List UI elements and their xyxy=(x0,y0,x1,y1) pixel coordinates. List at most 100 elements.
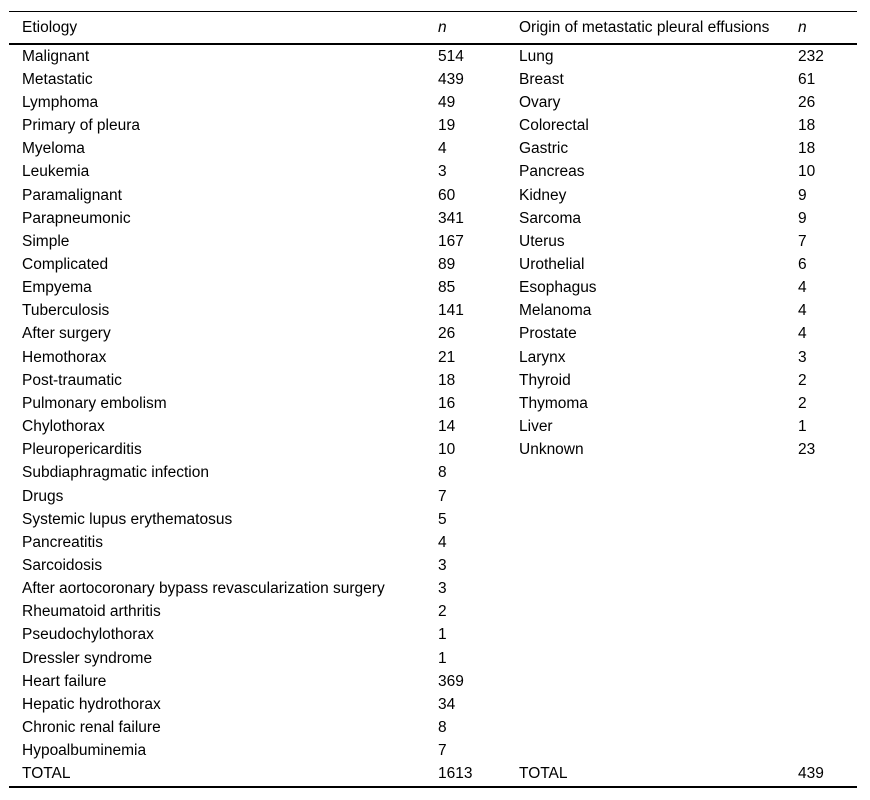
etiology-cell: Sarcoidosis xyxy=(22,557,103,575)
etiology-cell: Systemic lupus erythematosus xyxy=(22,510,233,528)
table-row: Hemothorax 21 Larynx 3 xyxy=(9,346,857,369)
etiology-cell: Chylothorax xyxy=(22,418,105,436)
etiology-cell: Leukemia xyxy=(22,163,90,181)
etiology-cell: Empyema xyxy=(22,279,92,297)
table-row: Lymphoma 49 Ovary 26 xyxy=(9,91,857,114)
origin-count-cell: 18 xyxy=(798,140,816,158)
table-row: Drugs 7 xyxy=(9,485,857,508)
origin-count-cell: 4 xyxy=(798,302,807,320)
table-row: Pancreatitis 4 xyxy=(9,531,857,554)
table-row: Malignant 514 Lung 232 xyxy=(9,45,857,68)
origin-count-cell: 26 xyxy=(798,93,816,111)
origin-cell: Melanoma xyxy=(519,302,592,320)
etiology-cell: Paramalignant xyxy=(22,186,122,204)
origin-count-cell: 2 xyxy=(798,394,807,412)
etiology-cell: After surgery xyxy=(22,325,111,343)
etiology-cell: Heart failure xyxy=(22,672,107,690)
origin-cell: Kidney xyxy=(519,186,567,204)
etiology-count-cell: 3 xyxy=(438,580,447,598)
etiology-cell: Hemothorax xyxy=(22,348,107,366)
origin-count-cell: 439 xyxy=(798,765,824,783)
origin-cell: Ovary xyxy=(519,93,561,111)
header-etiology-count: n xyxy=(438,18,447,36)
etiology-count-cell: 34 xyxy=(438,695,456,713)
table-row: After surgery 26 Prostate 4 xyxy=(9,323,857,346)
etiology-cell: Hepatic hydrothorax xyxy=(22,695,161,713)
etiology-count-cell: 1 xyxy=(438,649,447,667)
table-row: Paramalignant 60 Kidney 9 xyxy=(9,184,857,207)
table-row: TOTAL 1613 TOTAL 439 xyxy=(9,763,857,786)
origin-cell: Gastric xyxy=(519,140,569,158)
origin-cell: Thymoma xyxy=(519,394,588,412)
etiology-count-cell: 26 xyxy=(438,325,456,343)
origin-cell: Larynx xyxy=(519,348,566,366)
header-origin-count: n xyxy=(798,18,807,36)
table-row: Pulmonary embolism 16 Thymoma 2 xyxy=(9,392,857,415)
header-origin: Origin of metastatic pleural effusions xyxy=(519,18,770,36)
table-body: Malignant 514 Lung 232 Metastatic 439 Br… xyxy=(9,45,857,788)
etiology-table: Etiology n Origin of metastatic pleural … xyxy=(9,11,857,788)
table-row: Primary of pleura 19 Colorectal 18 xyxy=(9,114,857,137)
table-row: Chylothorax 14 Liver 1 xyxy=(9,416,857,439)
table-row: Metastatic 439 Breast 61 xyxy=(9,68,857,91)
etiology-count-cell: 7 xyxy=(438,742,447,760)
origin-count-cell: 4 xyxy=(798,325,807,343)
etiology-count-cell: 60 xyxy=(438,186,456,204)
etiology-count-cell: 4 xyxy=(438,140,447,158)
etiology-count-cell: 514 xyxy=(438,47,464,65)
table-row: Heart failure 369 xyxy=(9,670,857,693)
etiology-cell: Pancreatitis xyxy=(22,533,103,551)
etiology-count-cell: 341 xyxy=(438,209,464,227)
etiology-cell: Dressler syndrome xyxy=(22,649,153,667)
origin-count-cell: 7 xyxy=(798,232,807,250)
origin-cell: Urothelial xyxy=(519,255,585,273)
table-row: Empyema 85 Esophagus 4 xyxy=(9,277,857,300)
etiology-count-cell: 439 xyxy=(438,70,464,88)
table-row: Hypoalbuminemia 7 xyxy=(9,740,857,763)
table-row: Systemic lupus erythematosus 5 xyxy=(9,508,857,531)
origin-count-cell: 3 xyxy=(798,348,807,366)
table-row: Rheumatoid arthritis 2 xyxy=(9,601,857,624)
table-row: After aortocoronary bypass revasculariza… xyxy=(9,578,857,601)
table-row: Subdiaphragmatic infection 8 xyxy=(9,462,857,485)
origin-cell: Liver xyxy=(519,418,553,436)
etiology-count-cell: 3 xyxy=(438,163,447,181)
table-row: Complicated 89 Urothelial 6 xyxy=(9,253,857,276)
table-row: Leukemia 3 Pancreas 10 xyxy=(9,161,857,184)
etiology-count-cell: 2 xyxy=(438,603,447,621)
etiology-count-cell: 3 xyxy=(438,557,447,575)
table-row: Parapneumonic 341 Sarcoma 9 xyxy=(9,207,857,230)
etiology-count-cell: 49 xyxy=(438,93,456,111)
etiology-count-cell: 8 xyxy=(438,719,447,737)
etiology-count-cell: 10 xyxy=(438,441,456,459)
etiology-cell: Pulmonary embolism xyxy=(22,394,167,412)
origin-count-cell: 61 xyxy=(798,70,816,88)
origin-cell: Breast xyxy=(519,70,564,88)
etiology-count-cell: 14 xyxy=(438,418,456,436)
origin-cell: TOTAL xyxy=(519,765,568,783)
etiology-cell: Myeloma xyxy=(22,140,85,158)
etiology-cell: Simple xyxy=(22,232,70,250)
etiology-count-cell: 7 xyxy=(438,487,447,505)
etiology-cell: Chronic renal failure xyxy=(22,719,161,737)
etiology-count-cell: 1 xyxy=(438,626,447,644)
etiology-count-cell: 1613 xyxy=(438,765,473,783)
etiology-count-cell: 167 xyxy=(438,232,464,250)
etiology-count-cell: 85 xyxy=(438,279,456,297)
origin-cell: Thyroid xyxy=(519,371,571,389)
table-row: Myeloma 4 Gastric 18 xyxy=(9,138,857,161)
etiology-cell: Malignant xyxy=(22,47,90,65)
etiology-count-cell: 18 xyxy=(438,371,456,389)
etiology-count-cell: 369 xyxy=(438,672,464,690)
etiology-cell: Post-traumatic xyxy=(22,371,122,389)
etiology-count-cell: 89 xyxy=(438,255,456,273)
origin-cell: Prostate xyxy=(519,325,577,343)
table-row: Post-traumatic 18 Thyroid 2 xyxy=(9,369,857,392)
table-header-row: Etiology n Origin of metastatic pleural … xyxy=(9,12,857,45)
origin-cell: Lung xyxy=(519,47,554,65)
origin-count-cell: 1 xyxy=(798,418,807,436)
origin-count-cell: 9 xyxy=(798,209,807,227)
etiology-cell: Pseudochylothorax xyxy=(22,626,154,644)
table-row: Pleuropericarditis 10 Unknown 23 xyxy=(9,439,857,462)
table-row: Sarcoidosis 3 xyxy=(9,554,857,577)
